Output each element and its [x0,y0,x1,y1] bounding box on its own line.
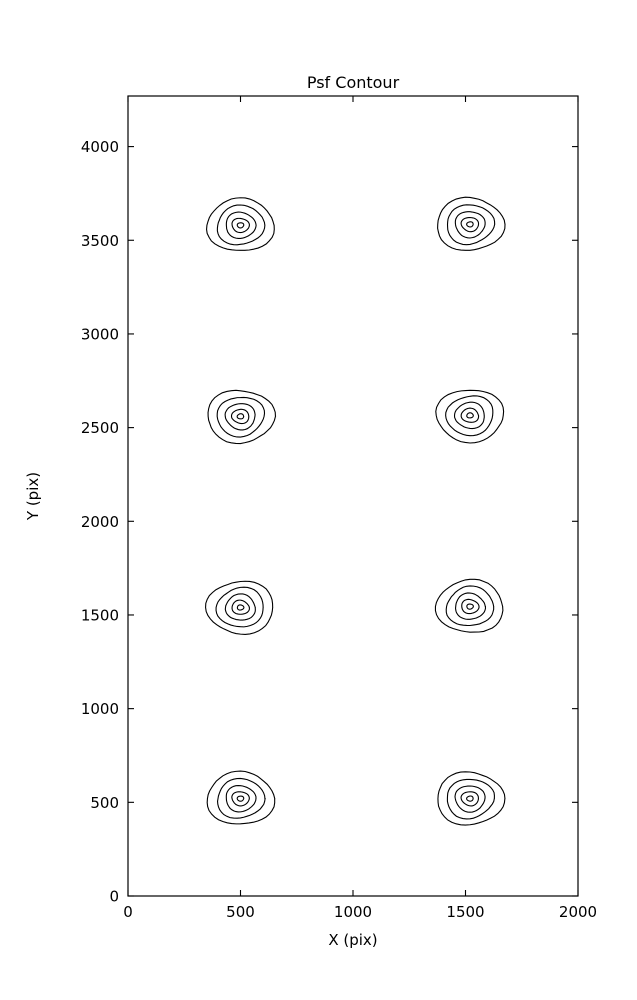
contour-ring [236,604,245,611]
contour-ring [437,196,506,251]
contour-ring [224,593,256,621]
contour-ring [216,777,266,819]
contour-ring [453,401,485,430]
contour-ring [231,599,250,615]
x-axis-ticks-group: 0 500 1000 1500 2000 [123,96,597,921]
x-axis-label: X (pix) [328,931,377,949]
y-tick-label: 3000 [81,325,119,343]
contour-ring [230,408,250,425]
contour-cluster [206,197,275,251]
contour-cluster [435,389,505,444]
y-axis-label: Y (pix) [24,472,42,521]
contour-ring [435,389,505,444]
contour-ring [461,598,480,615]
contour-ring [216,396,266,438]
contour-cluster [434,578,504,633]
contour-ring [445,585,495,627]
y-tick-label: 0 [109,888,119,906]
contour-ring [236,222,245,229]
y-tick-label: 3500 [81,232,119,250]
contour-ring [236,413,245,420]
contour-ring [460,407,480,423]
contour-ring [466,603,474,610]
contour-ring [460,217,480,233]
contour-ring [225,211,257,240]
contour-ring [454,785,486,813]
contour-ring [231,791,250,807]
contour-ring [460,791,480,807]
y-tick-label: 500 [90,794,119,812]
contour-ring [454,211,486,239]
contour-ring [225,785,257,813]
contour-ring [446,204,496,246]
x-tick-label: 2000 [559,903,597,921]
contour-ring [224,403,256,431]
contour-ring [205,580,274,636]
contour-ring [446,778,495,820]
contour-ring [437,771,506,826]
y-axis-ticks-group: 0 500 1000 1500 2000 2500 3000 3500 4000 [81,138,578,906]
y-tick-label: 1500 [81,606,119,624]
contour-cluster [207,389,277,445]
contour-ring [206,770,276,825]
x-tick-label: 0 [123,903,133,921]
contour-clusters-group [205,196,506,826]
contour-ring [236,795,245,802]
contour-ring [445,395,494,437]
contour-ring [454,592,487,620]
contour-cluster [205,580,274,636]
contour-ring [466,221,474,228]
contour-ring [466,412,474,419]
y-tick-label: 4000 [81,138,119,156]
x-tick-label: 1000 [334,903,372,921]
contour-ring [206,197,275,251]
contour-cluster [437,196,506,251]
x-tick-label: 500 [226,903,255,921]
contour-ring [216,204,266,246]
chart-title: Psf Contour [307,73,400,92]
y-tick-label: 2500 [81,419,119,437]
contour-ring [466,795,474,802]
contour-ring [207,389,277,445]
y-tick-label: 2000 [81,513,119,531]
contour-ring [231,217,250,234]
x-tick-label: 1500 [446,903,484,921]
y-tick-label: 1000 [81,700,119,718]
contour-cluster [437,771,506,826]
contour-ring [434,578,504,633]
contour-cluster [206,770,276,825]
contour-ring [215,586,264,628]
